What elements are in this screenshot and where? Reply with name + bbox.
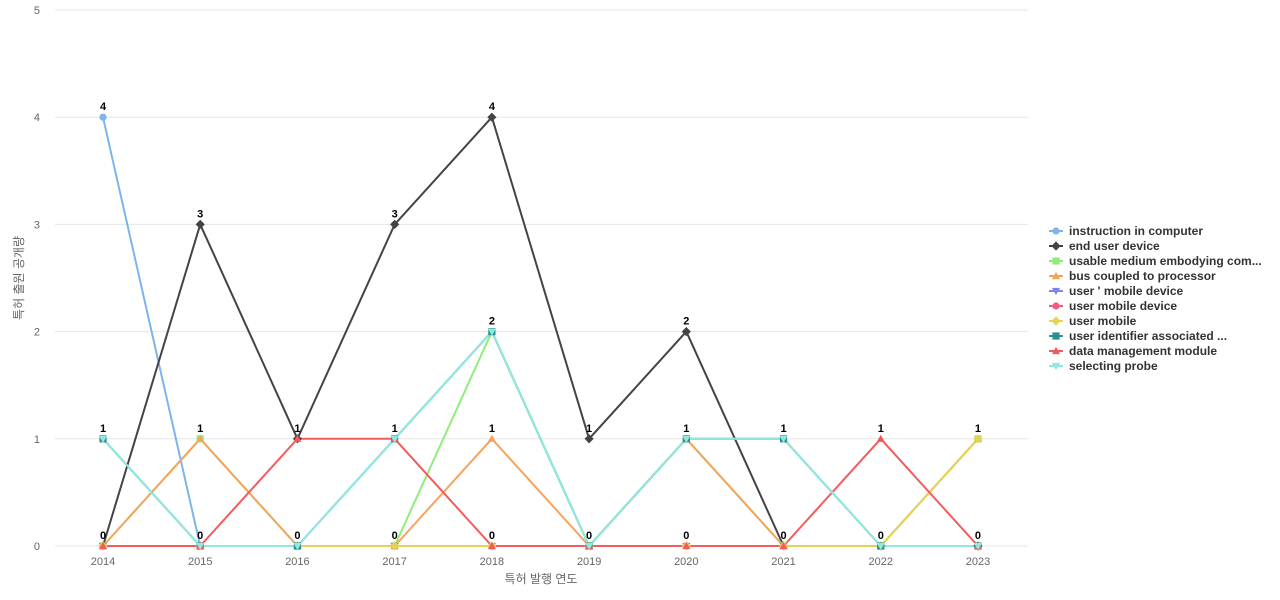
legend-item: user mobile device <box>1069 299 1177 313</box>
x-axis-title: 특허 발행 연도 <box>505 571 578 586</box>
series-point <box>585 542 594 551</box>
series-point <box>682 435 691 443</box>
series-point <box>293 434 302 442</box>
data-label: 0 <box>489 530 495 542</box>
x-tick-label: 2016 <box>285 556 309 568</box>
legend-item: user identifier associated ... <box>1069 329 1227 343</box>
data-label: 0 <box>586 530 592 542</box>
legend-item: user mobile <box>1069 314 1137 328</box>
data-label: 1 <box>683 423 689 435</box>
data-label: 1 <box>197 423 203 435</box>
x-tick-label: 2017 <box>382 556 406 568</box>
data-label: 0 <box>878 530 884 542</box>
data-label: 0 <box>975 530 981 542</box>
series-markers <box>98 112 983 551</box>
data-label: 1 <box>780 423 786 435</box>
x-tick-label: 2020 <box>674 556 698 568</box>
data-label: 0 <box>780 530 786 542</box>
x-tick-label: 2023 <box>966 556 990 568</box>
series-point <box>876 434 885 442</box>
x-tick-label: 2015 <box>188 556 212 568</box>
y-tick-label: 0 <box>34 541 40 553</box>
legend-item: data management module <box>1069 344 1217 358</box>
legend-symbol-marker <box>1052 302 1060 310</box>
series-point <box>487 328 496 336</box>
y-axis-title: 특허 출원 공개량 <box>12 236 26 320</box>
series-point <box>99 113 107 121</box>
data-label: 1 <box>294 423 300 435</box>
y-tick-label: 5 <box>34 5 40 17</box>
data-label: 0 <box>197 530 203 542</box>
legend-symbol-marker <box>1051 271 1061 280</box>
legend-symbol-marker <box>1051 316 1061 326</box>
data-label: 1 <box>392 423 398 435</box>
x-tick-label: 2019 <box>577 556 601 568</box>
series-point <box>196 434 205 442</box>
series-line <box>102 437 979 547</box>
data-label: 4 <box>100 101 107 113</box>
series-point <box>390 219 400 229</box>
y-tick-label: 2 <box>34 327 40 339</box>
data-label: 0 <box>294 530 300 542</box>
data-label: 0 <box>392 530 398 542</box>
legend-item: usable medium embodying com... <box>1069 254 1262 268</box>
series-point <box>584 434 594 444</box>
data-labels: 4 1 0 3 1 0 1 0 3 1 0 4 2 1 0 1 0 2 1 0 1 0 1 0 1 0 <box>100 101 981 542</box>
data-label: 1 <box>586 423 592 435</box>
data-label: 1 <box>489 423 495 435</box>
series-point <box>973 542 983 551</box>
legend-item: instruction in computer <box>1069 224 1203 238</box>
legend-symbol-marker <box>1052 332 1060 340</box>
x-tick-label: 2021 <box>771 556 795 568</box>
series-point <box>487 541 496 550</box>
x-tick-label: 2018 <box>480 556 504 568</box>
x-tick-label: 2022 <box>869 556 893 568</box>
series-point <box>195 219 205 229</box>
data-label: 2 <box>683 316 689 328</box>
legend-item: user ' mobile device <box>1069 284 1184 298</box>
series-point <box>682 541 691 550</box>
legend-symbol-marker <box>1052 227 1060 235</box>
y-tick-label: 1 <box>34 434 40 446</box>
data-label: 1 <box>878 423 884 435</box>
data-label: 2 <box>489 316 495 328</box>
series-point <box>196 542 205 551</box>
series-point <box>681 327 691 337</box>
series-point <box>293 542 302 551</box>
legend-symbol-marker <box>1052 257 1060 265</box>
legend-symbol-marker <box>1051 346 1061 355</box>
data-label: 4 <box>489 101 496 113</box>
legend-symbol-marker <box>1051 241 1061 251</box>
series-point <box>98 435 108 443</box>
x-tick-label: 2014 <box>91 556 115 568</box>
series-lines <box>102 116 979 547</box>
legend-symbol-marker <box>1051 287 1061 296</box>
data-label: 1 <box>100 423 106 435</box>
series-point <box>98 541 108 550</box>
legend-item: bus coupled to processor <box>1069 269 1216 283</box>
series-point <box>973 434 983 444</box>
data-label: 3 <box>197 208 203 220</box>
series-point <box>390 541 400 551</box>
series-point <box>779 541 788 550</box>
data-label: 3 <box>392 208 398 220</box>
data-label: 0 <box>683 530 689 542</box>
legend-item: selecting probe <box>1069 359 1158 373</box>
series-line <box>102 330 979 547</box>
series-point <box>487 112 497 122</box>
series-point <box>876 542 885 551</box>
data-label: 0 <box>100 530 106 542</box>
legend-item: end user device <box>1069 239 1160 253</box>
data-label: 1 <box>975 423 981 435</box>
y-tick-label: 3 <box>34 219 40 231</box>
y-tick-label: 4 <box>34 112 40 124</box>
series-point <box>487 434 496 442</box>
series-point <box>390 435 399 443</box>
series-point <box>779 435 788 443</box>
legend-symbol-marker <box>1051 362 1061 371</box>
